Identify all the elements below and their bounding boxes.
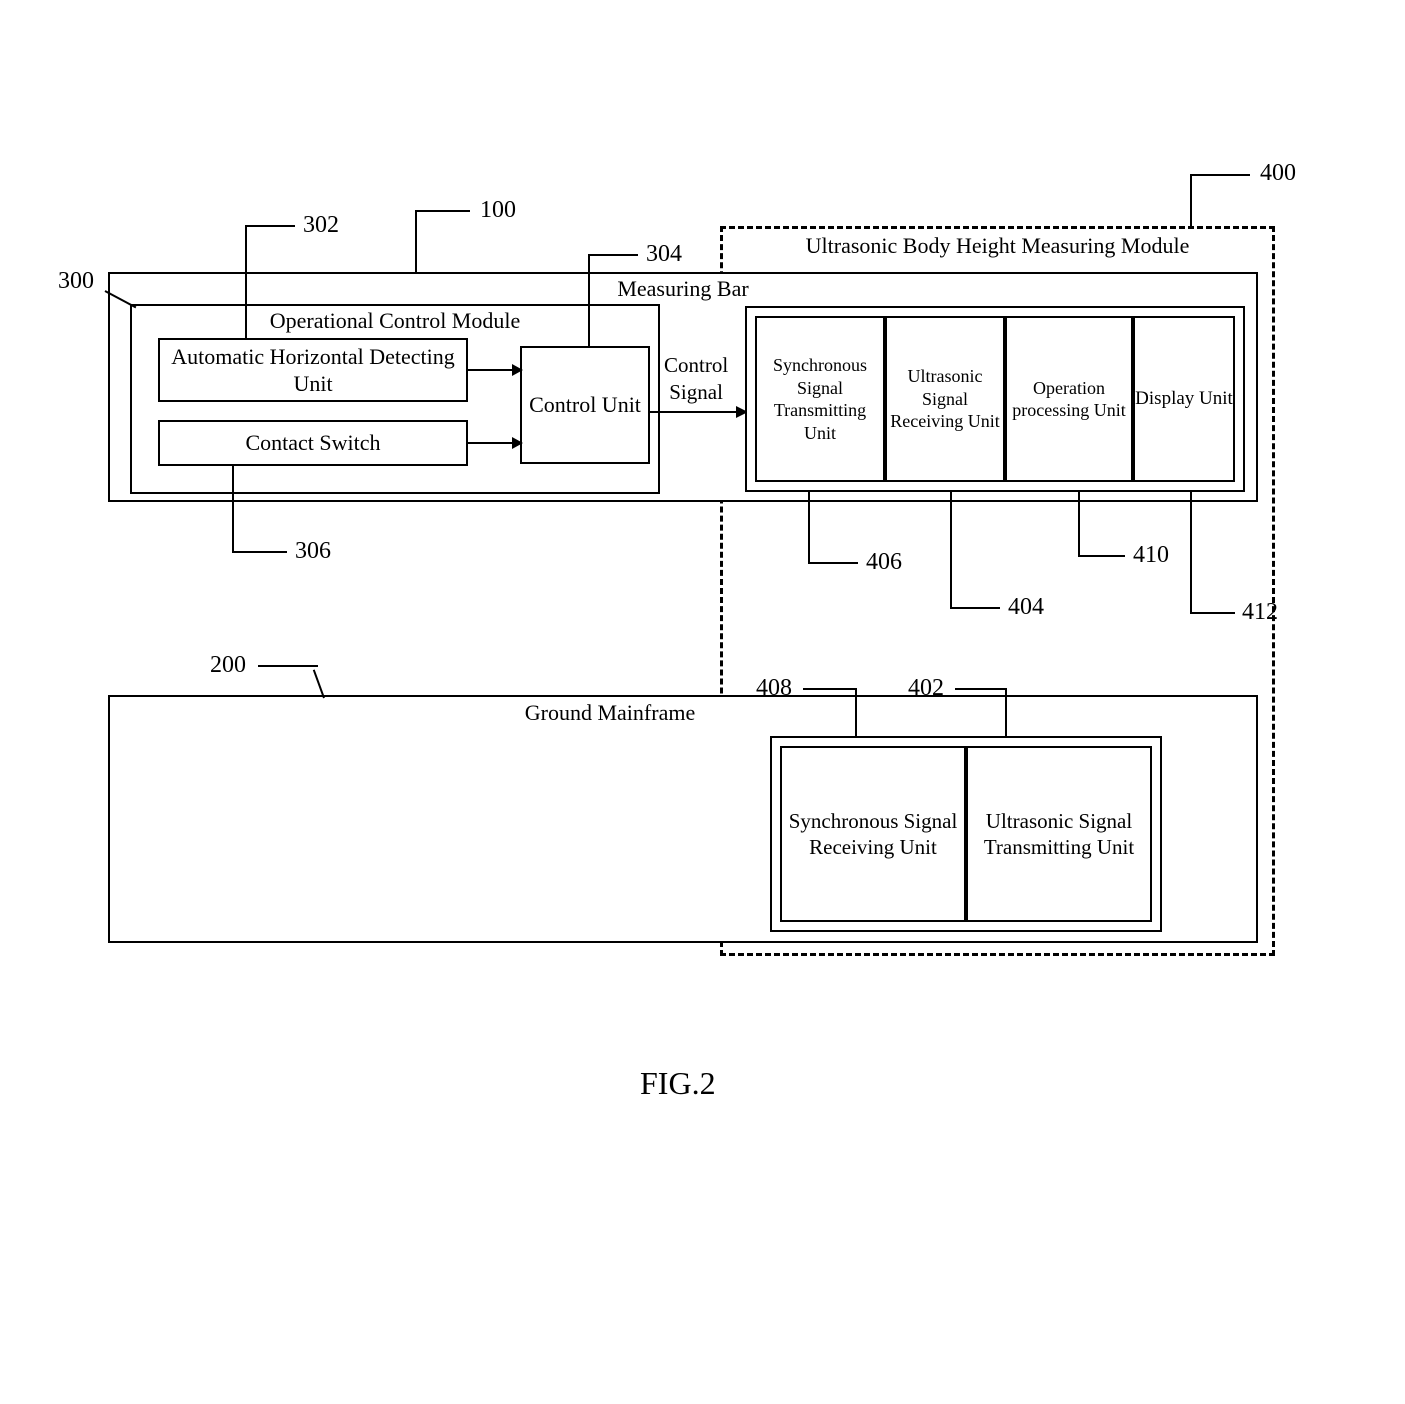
leader-100-v (415, 210, 417, 272)
leader-200-v (313, 669, 325, 698)
leader-402-v (1005, 688, 1007, 736)
leader-412-v (1190, 492, 1192, 612)
control-unit: Control Unit (520, 346, 650, 464)
leader-400-h (1190, 174, 1192, 226)
leader-406-h (808, 562, 858, 564)
ref-200: 200 (210, 652, 246, 679)
us-rx-unit: Ultrasonic Signal Receiving Unit (885, 316, 1005, 482)
operational-control-module-title: Operational Control Module (132, 308, 658, 334)
ref-404: 404 (1008, 594, 1044, 621)
leader-410-v (1078, 492, 1080, 555)
ref-306: 306 (295, 538, 331, 565)
arrow-cs-to-control (468, 433, 523, 453)
us-tx-unit: Ultrasonic Signal Transmitting Unit (966, 746, 1152, 922)
contact-switch: Contact Switch (158, 420, 468, 466)
sync-tx-unit: Synchronous Signal Transmitting Unit (755, 316, 885, 482)
contact-switch-label: Contact Switch (245, 429, 380, 457)
leader-306-v (232, 466, 234, 551)
us-tx-label: Ultrasonic Signal Transmitting Unit (968, 808, 1150, 861)
figure-caption: FIG.2 (640, 1065, 716, 1102)
ref-402: 402 (908, 675, 944, 702)
display-label: Display Unit (1135, 387, 1233, 411)
ref-406: 406 (866, 549, 902, 576)
control-signal-label: Control Signal (664, 352, 728, 407)
leader-304-h (588, 254, 638, 256)
leader-410-h (1078, 555, 1125, 557)
op-proc-unit: Operation processing Unit (1005, 316, 1133, 482)
ultrasonic-module-title: Ultrasonic Body Height Measuring Module (723, 233, 1272, 259)
auto-horizontal-unit: Automatic Horizontal Detecting Unit (158, 338, 468, 402)
ref-400: 400 (1260, 160, 1296, 187)
leader-404-v (950, 492, 952, 607)
leader-402-h (955, 688, 1005, 690)
leader-412-h (1190, 612, 1235, 614)
leader-304-v (588, 254, 590, 346)
leader-100-h (415, 210, 470, 212)
ref-302: 302 (303, 212, 339, 239)
leader-404-h (950, 607, 1000, 609)
sync-rx-unit: Synchronous Signal Receiving Unit (780, 746, 966, 922)
leader-406-v (808, 492, 810, 562)
display-unit: Display Unit (1133, 316, 1235, 482)
ref-408: 408 (756, 675, 792, 702)
ref-412: 412 (1242, 599, 1278, 626)
arrow-control-signal (650, 402, 748, 422)
ground-mainframe-title: Ground Mainframe (480, 700, 740, 726)
sync-rx-label: Synchronous Signal Receiving Unit (782, 808, 964, 861)
leader-306-h (232, 551, 287, 553)
ref-100: 100 (480, 197, 516, 224)
ref-300: 300 (58, 268, 94, 295)
ref-410: 410 (1133, 542, 1169, 569)
leader-400-v (1190, 174, 1250, 176)
diagram-canvas: Ultrasonic Body Height Measuring Module … (0, 0, 1405, 1404)
us-rx-label: Ultrasonic Signal Receiving Unit (887, 365, 1003, 433)
ref-304: 304 (646, 241, 682, 268)
auto-horizontal-label: Automatic Horizontal Detecting Unit (160, 343, 466, 398)
arrow-ah-to-control (468, 360, 523, 380)
measuring-bar-title: Measuring Bar (110, 276, 1256, 302)
op-proc-label: Operation processing Unit (1007, 377, 1131, 422)
leader-200-h (258, 665, 318, 667)
leader-408-v (855, 688, 857, 736)
sync-tx-label: Synchronous Signal Transmitting Unit (757, 354, 883, 444)
control-unit-label: Control Unit (529, 391, 641, 419)
leader-302-h (245, 225, 295, 227)
leader-408-h (803, 688, 855, 690)
leader-302-v (245, 225, 247, 338)
